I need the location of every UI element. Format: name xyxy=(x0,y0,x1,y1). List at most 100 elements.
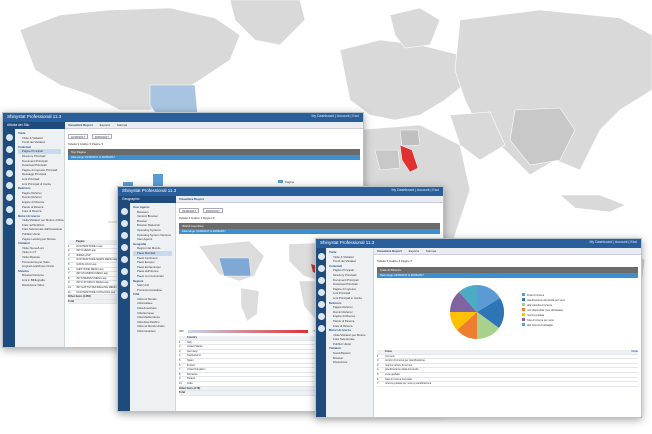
tree-group[interactable]: Contenuti xyxy=(329,263,343,268)
content-icon[interactable] xyxy=(120,220,128,227)
tree-item[interactable]: Paesi dell'Unione xyxy=(137,269,159,274)
tab-view-report[interactable]: Visualizza Report xyxy=(179,197,204,201)
tree-group[interactable]: Visite xyxy=(18,131,26,135)
settings-icon[interactable] xyxy=(5,218,13,225)
search-engine-icon[interactable] xyxy=(5,170,13,177)
tree-item[interactable]: Visite in CT xyxy=(22,250,37,255)
tree-item[interactable]: Città Italiane xyxy=(137,301,153,306)
tree-item[interactable]: Visite/Visitatori per Motore xyxy=(333,332,366,337)
settings-icon[interactable] xyxy=(120,292,128,299)
tree-item[interactable]: Provincia Canadese xyxy=(137,287,163,292)
option-chart[interactable]: Grafico xyxy=(388,259,398,263)
tree-item[interactable]: Directory Principali xyxy=(22,153,46,158)
tree-item[interactable]: Pagine di Ingresso Principali xyxy=(22,167,58,172)
tree-item[interactable]: Trend dei Visitatori xyxy=(22,140,46,145)
tree-item[interactable]: Regioni del Mondo xyxy=(137,246,161,251)
tab-export[interactable]: Esporta xyxy=(408,249,419,253)
tree-item[interactable]: Engine di Ricerca xyxy=(333,314,355,319)
tree-item[interactable]: Paesi Europei xyxy=(137,260,155,265)
tree-item[interactable]: Browser/Versione xyxy=(22,273,44,278)
tree-item[interactable]: Lingue/Locali/Fuso Orario xyxy=(22,264,55,269)
tree-group[interactable]: Visitatori xyxy=(18,241,30,246)
tree-item[interactable]: Visite/Visitatori per Motore di Ricerca xyxy=(22,218,65,223)
tree-item[interactable]: Versioni Browser xyxy=(137,214,158,219)
tree-item[interactable]: Link Principali xyxy=(22,176,40,181)
tree-item[interactable]: Provenienza per Stato xyxy=(22,259,50,264)
tree-item[interactable]: Risoluzione Video xyxy=(22,282,45,287)
tree-item[interactable]: Operating System Versions xyxy=(137,232,171,237)
tree-item[interactable]: Browser xyxy=(333,355,344,360)
visits-icon[interactable] xyxy=(317,253,325,260)
tree-item[interactable]: Città nel Mondo xyxy=(137,296,157,301)
table-row[interactable]: 6 frasi di ricerca correlate xyxy=(377,378,638,383)
tree-item[interactable]: Browser xyxy=(137,218,148,223)
tree-group[interactable]: Contenuti xyxy=(18,144,32,149)
tree-item[interactable]: Frasi nell'Indirizzo xyxy=(22,222,45,227)
option-regions[interactable]: Regioni xyxy=(202,216,213,220)
tree-item[interactable]: Pagine Referrer xyxy=(22,190,42,195)
tree-group[interactable]: Regioni xyxy=(133,278,144,283)
tree-item[interactable]: Visite Ripetute xyxy=(22,255,40,260)
tree-group[interactable]: Geografia xyxy=(133,241,147,246)
tree-item[interactable]: Frasi Selezionate dall'Assistente xyxy=(22,227,63,232)
tree-group[interactable]: Referrers xyxy=(18,186,31,191)
tree-item[interactable]: Link in Bibliografia xyxy=(22,278,45,282)
tree-item[interactable]: Frasi di Ricerca xyxy=(22,209,42,214)
tab-print[interactable]: Stampa xyxy=(425,249,437,253)
tree-item[interactable]: Messaggi Principali xyxy=(22,172,47,177)
date-to-field[interactable]: 30/06/2017 xyxy=(91,133,112,139)
option-pages[interactable]: Pagine xyxy=(400,259,410,263)
tree-item[interactable]: Link Principali xyxy=(333,291,351,296)
search-engine-icon[interactable] xyxy=(120,244,128,251)
option-table[interactable]: Tabella xyxy=(377,259,386,263)
table-row[interactable]: 2 termini di ricerca per pianificazione xyxy=(377,359,638,364)
tree-item[interactable]: Pagine Principali xyxy=(333,268,354,273)
tree-group[interactable]: Sistema xyxy=(18,268,29,273)
content-icon[interactable] xyxy=(317,265,325,272)
tree-group[interactable]: Visite xyxy=(329,250,337,254)
tree-item[interactable]: Paesi Extraeuropei xyxy=(137,264,161,269)
visits-icon[interactable] xyxy=(5,134,13,141)
tree-item[interactable]: User Agents xyxy=(137,237,153,242)
tree-group[interactable]: Motori di ricerca xyxy=(329,328,351,333)
tree-item[interactable]: Pubblici Utenti xyxy=(333,341,351,346)
tree-item[interactable]: Engine di Ricerca xyxy=(22,199,44,204)
user-menu[interactable]: My Dashboard | Account | Esci xyxy=(311,114,359,118)
referrer-icon[interactable] xyxy=(120,232,128,239)
tree-item[interactable]: Operating Systems xyxy=(137,227,161,232)
option-pages[interactable]: Pagine xyxy=(91,142,101,146)
tree-item[interactable]: Download Principali xyxy=(333,282,358,287)
tree-item[interactable]: Documenti Principali xyxy=(22,158,48,163)
tab-view-report[interactable]: Visualizza Report xyxy=(68,123,93,127)
tree-item[interactable]: Visite Nuove/Loro xyxy=(22,245,45,250)
tree-group[interactable]: User Agents xyxy=(133,205,150,209)
visitors-icon[interactable] xyxy=(120,256,128,263)
visits-icon[interactable] xyxy=(120,208,128,215)
tree-item[interactable]: Domini Referrer xyxy=(333,309,353,314)
date-from-field[interactable]: 01/06/2017 xyxy=(68,133,88,139)
tree-item[interactable]: Città nel Mondo Arabo xyxy=(137,324,165,329)
tree-group[interactable]: Visitatori xyxy=(329,346,341,351)
tree-item[interactable]: Pagine Principali xyxy=(18,149,61,154)
tab-print[interactable]: Stampa xyxy=(116,123,128,127)
tree-item[interactable]: Domini Referrer xyxy=(22,195,42,200)
content-icon[interactable] xyxy=(5,146,13,153)
referrer-icon[interactable] xyxy=(5,158,13,165)
table-row[interactable]: 4 pianificazione della domanda xyxy=(377,368,638,373)
referrer-icon[interactable] xyxy=(317,277,325,284)
tree-item[interactable]: Paesi Continenti xyxy=(137,255,158,260)
tree-item[interactable]: Stati Uniti xyxy=(137,283,149,288)
user-menu[interactable]: My Dashboard | Account | Esci xyxy=(391,188,439,192)
tree-item[interactable]: Pubblici Utenti xyxy=(22,232,40,237)
option-chart[interactable]: Grafico xyxy=(190,216,200,220)
system-icon[interactable] xyxy=(5,194,13,201)
system-icon[interactable] xyxy=(120,268,128,275)
option-chart[interactable]: Grafico xyxy=(79,142,89,146)
tree-item[interactable]: Parole di Ricerca xyxy=(22,204,44,209)
tree-item[interactable]: Frasi di Ricerca xyxy=(333,323,353,328)
tree-group[interactable]: Referrers xyxy=(329,300,342,305)
tree-group[interactable]: Città xyxy=(133,292,140,297)
option-table[interactable]: Tabella xyxy=(179,216,188,220)
tree-item[interactable]: Città Canadesi xyxy=(137,329,156,334)
tree-item[interactable]: Nuovi/Ripetuti xyxy=(333,351,351,356)
